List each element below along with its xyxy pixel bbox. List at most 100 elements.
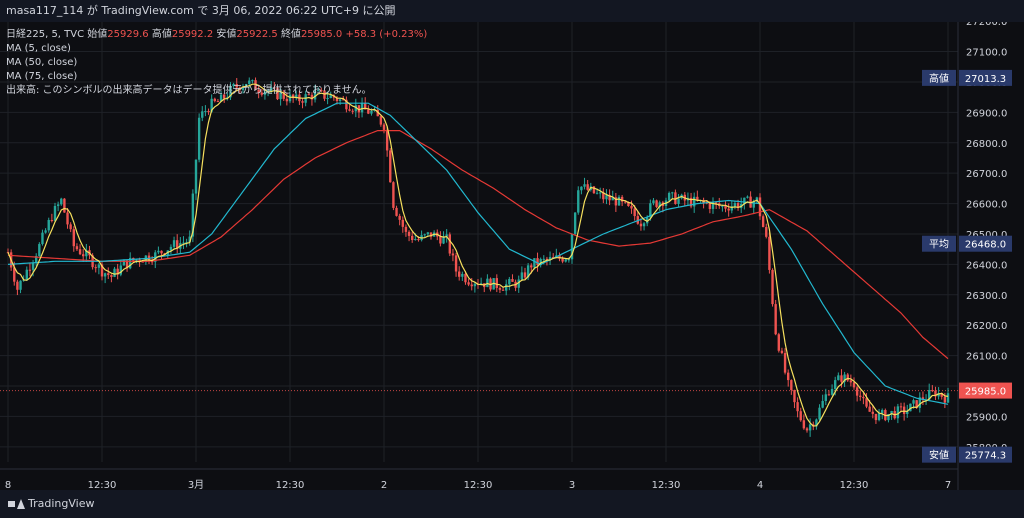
candle-body bbox=[577, 190, 580, 213]
candle-body bbox=[536, 258, 539, 266]
high-label: 高値 bbox=[151, 29, 172, 40]
x-tick-label: 4 bbox=[757, 480, 763, 490]
ma5-line bbox=[7, 83, 949, 427]
high-marker-value: 27013.3 bbox=[965, 74, 1006, 85]
x-tick-label: 12:30 bbox=[840, 480, 869, 490]
tradingview-logo[interactable]: TradingView bbox=[8, 497, 94, 510]
average-marker-value: 26468.0 bbox=[965, 240, 1006, 251]
candle-body bbox=[505, 284, 508, 291]
candle-body bbox=[761, 216, 765, 228]
high-marker-label: 高値 bbox=[929, 72, 949, 85]
candle-body bbox=[561, 258, 564, 262]
current-price-value-bg bbox=[959, 382, 1012, 399]
candle-body bbox=[445, 234, 448, 237]
candle-body bbox=[235, 84, 238, 88]
candle-body bbox=[545, 258, 549, 260]
candle-body bbox=[279, 92, 282, 100]
candle-body bbox=[743, 197, 746, 204]
candle-body bbox=[592, 186, 596, 194]
average-marker-label: 平均 bbox=[929, 239, 949, 251]
candle-body bbox=[135, 259, 138, 261]
candle-body bbox=[780, 350, 784, 354]
candle-body bbox=[511, 278, 514, 282]
candle-body bbox=[877, 413, 881, 421]
candle-body bbox=[150, 261, 154, 263]
candle-body bbox=[859, 395, 862, 397]
candle-body bbox=[655, 200, 658, 207]
ma5-legend[interactable]: MA (5, close) bbox=[6, 43, 71, 54]
candle-body bbox=[915, 400, 918, 408]
candle-body bbox=[943, 396, 947, 403]
candle-body bbox=[75, 246, 79, 250]
candle-body bbox=[937, 393, 940, 397]
candle-body bbox=[389, 150, 392, 183]
candle-body bbox=[426, 232, 430, 235]
candlestick-chart[interactable]: 25800.025900.026000.026100.026200.026300… bbox=[0, 22, 1024, 490]
candle-body bbox=[44, 230, 47, 233]
candle-body bbox=[821, 401, 824, 408]
candle-body bbox=[16, 281, 19, 290]
candle-body bbox=[223, 94, 226, 99]
candle-body bbox=[317, 90, 320, 92]
candle-body bbox=[818, 407, 821, 420]
candle-body bbox=[827, 394, 831, 396]
candle-body bbox=[787, 372, 790, 381]
candle-body bbox=[523, 272, 527, 278]
candle-body bbox=[790, 380, 793, 391]
candle-body bbox=[28, 269, 32, 271]
symbol-label: 日経225, 5, TVC bbox=[6, 29, 85, 40]
chart-legend: 日経225, 5, TVC 始値25929.6 高値25992.2 安値2592… bbox=[6, 28, 427, 98]
candle-body bbox=[830, 388, 834, 395]
candle-body bbox=[815, 419, 818, 427]
candle-body bbox=[291, 94, 295, 99]
candle-body bbox=[411, 235, 414, 240]
candle-body bbox=[774, 304, 777, 335]
candle-body bbox=[407, 231, 411, 236]
ma75-legend[interactable]: MA (75, close) bbox=[6, 71, 78, 82]
candle-body bbox=[38, 244, 41, 257]
candle-body bbox=[846, 374, 849, 381]
candle-body bbox=[636, 216, 639, 224]
candle-body bbox=[733, 203, 737, 207]
candle-body bbox=[207, 111, 210, 113]
candle-body bbox=[439, 236, 442, 244]
candle-body bbox=[517, 279, 520, 288]
average-marker-label-bg bbox=[922, 235, 956, 252]
candle-body bbox=[501, 289, 505, 291]
candle-body bbox=[125, 260, 129, 269]
candle-body bbox=[342, 99, 345, 101]
candle-body bbox=[533, 258, 536, 268]
candle-body bbox=[119, 265, 122, 275]
candle-body bbox=[404, 226, 408, 232]
candle-body bbox=[627, 202, 630, 207]
candle-body bbox=[862, 396, 865, 399]
x-tick-label: 12:30 bbox=[88, 480, 117, 490]
y-tick-label: 26300.0 bbox=[966, 291, 1007, 302]
candle-body bbox=[783, 353, 787, 373]
candle-body bbox=[285, 98, 289, 102]
y-tick-label: 26800.0 bbox=[966, 139, 1007, 150]
candle-body bbox=[385, 129, 389, 151]
x-tick-label: 12:30 bbox=[276, 480, 305, 490]
candle-body bbox=[210, 98, 213, 112]
candle-body bbox=[624, 201, 627, 203]
close-label: 終値 bbox=[280, 29, 301, 40]
candle-body bbox=[244, 83, 248, 87]
average-marker-value-bg bbox=[959, 235, 1012, 252]
candle-body bbox=[871, 411, 874, 414]
candle-body bbox=[865, 398, 868, 407]
x-tick-label: 2 bbox=[381, 480, 387, 490]
candle-body bbox=[727, 208, 730, 211]
candle-body bbox=[796, 402, 799, 412]
candle-body bbox=[526, 265, 530, 278]
candle-body bbox=[677, 198, 680, 204]
ma50-legend[interactable]: MA (50, close) bbox=[6, 57, 78, 68]
candle-body bbox=[31, 262, 35, 270]
ma50-line bbox=[7, 102, 949, 405]
candle-body bbox=[567, 259, 571, 261]
candle-body bbox=[711, 202, 715, 209]
candle-body bbox=[570, 233, 574, 260]
open-label: 始値 bbox=[87, 29, 108, 40]
candle-body bbox=[605, 195, 608, 200]
candle-body bbox=[78, 249, 82, 255]
